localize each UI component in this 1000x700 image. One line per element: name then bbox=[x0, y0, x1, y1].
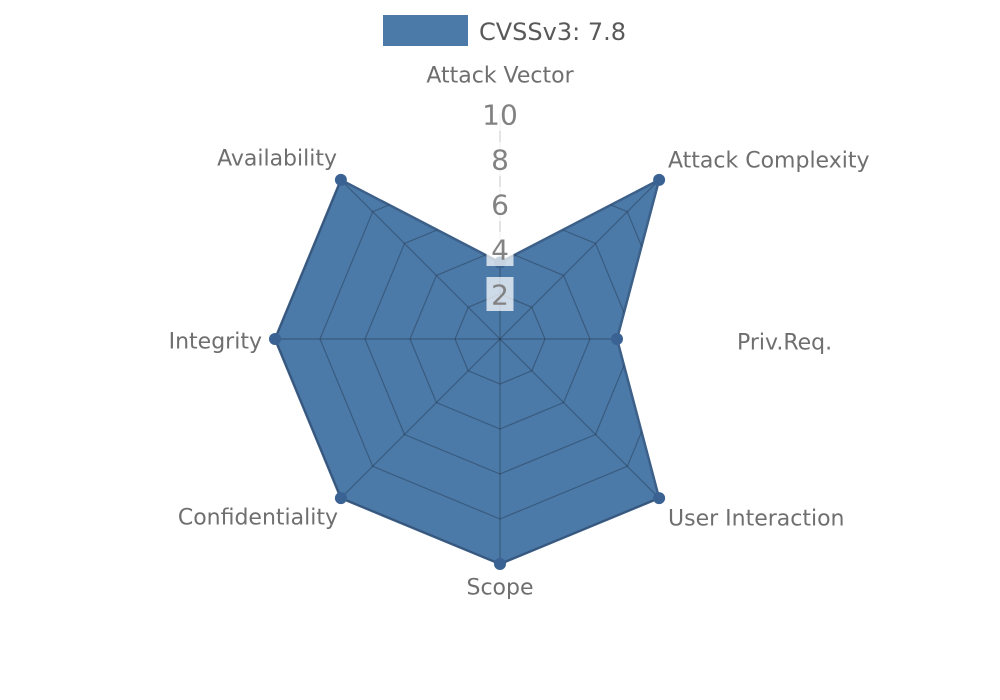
axis-labels: Attack Vector Attack Complexity Priv.Req. U… bbox=[169, 64, 870, 601]
grid-spoke bbox=[499, 338, 660, 499]
grid-lines bbox=[275, 179, 660, 564]
tick-label-box bbox=[486, 232, 514, 266]
tick-label-box bbox=[486, 142, 514, 176]
legend: CVSSv3: 7.8 bbox=[383, 15, 626, 46]
radial-tick-label: 6 bbox=[491, 189, 509, 222]
axis-label-integrity: Integrity bbox=[169, 330, 262, 355]
vertex-marker bbox=[269, 333, 281, 345]
axis-label-priv-req-: Priv.Req. bbox=[737, 331, 832, 356]
axis-label-availability: Availability bbox=[217, 147, 337, 172]
grid-ring bbox=[454, 293, 546, 385]
axis-label-user-interaction: User Interaction bbox=[668, 507, 845, 532]
axis-label-scope: Scope bbox=[466, 576, 533, 601]
vertex-marker bbox=[611, 333, 623, 345]
axis-label-attack-vector: Attack Vector bbox=[426, 64, 574, 89]
radial-tick-label: 8 bbox=[491, 144, 509, 177]
grid-spoke bbox=[499, 179, 660, 340]
vertex-marker bbox=[334, 173, 347, 186]
tick-label-box bbox=[486, 187, 514, 221]
grid-spoke bbox=[340, 338, 501, 499]
radial-tick-label: 10 bbox=[482, 99, 518, 132]
radial-tick-labels: 2 4 6 8 10 bbox=[478, 97, 522, 312]
vertex-marker bbox=[653, 173, 666, 186]
vertex-marker bbox=[494, 558, 506, 570]
radial-tick-label: 2 bbox=[491, 279, 509, 312]
axis-label-confidentiality: Confidentiality bbox=[178, 506, 338, 531]
vertex-marker bbox=[334, 492, 347, 505]
grid-ring bbox=[364, 203, 636, 475]
vertex-marker bbox=[653, 492, 666, 505]
tick-label-box bbox=[478, 97, 522, 131]
legend-label: CVSSv3: 7.8 bbox=[479, 18, 626, 46]
tick-label-box bbox=[486, 277, 514, 311]
grid-ring bbox=[409, 248, 591, 430]
axis-label-attack-complexity: Attack Complexity bbox=[668, 149, 869, 174]
grid-spoke bbox=[340, 179, 501, 340]
radial-tick-label: 4 bbox=[491, 234, 509, 267]
legend-swatch bbox=[383, 15, 468, 46]
